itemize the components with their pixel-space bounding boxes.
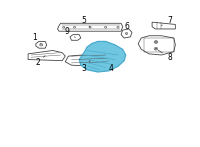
Text: 1: 1 (33, 33, 41, 45)
Text: 4: 4 (109, 61, 113, 72)
Text: 2: 2 (36, 56, 45, 67)
Text: 6: 6 (124, 22, 129, 34)
Polygon shape (79, 41, 126, 72)
Circle shape (155, 41, 157, 42)
Text: 3: 3 (81, 61, 90, 72)
Text: 8: 8 (158, 50, 172, 62)
Text: 9: 9 (64, 27, 75, 37)
Text: 7: 7 (161, 16, 172, 26)
Text: 5: 5 (81, 16, 90, 27)
Circle shape (155, 48, 157, 49)
